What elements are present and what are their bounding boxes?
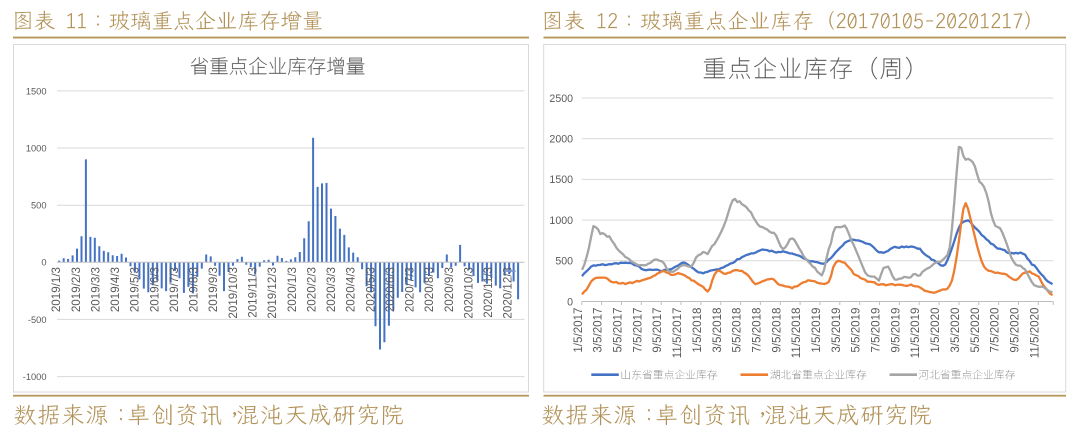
svg-text:1/5/2017: 1/5/2017 [572,308,585,353]
svg-text:7/5/2019: 7/5/2019 [870,308,883,353]
svg-text:2020/7/3: 2020/7/3 [404,267,417,312]
svg-text:-500: -500 [28,315,47,325]
svg-text:5/5/2018: 5/5/2018 [731,308,744,353]
svg-text:3/5/2018: 3/5/2018 [711,308,724,353]
svg-text:2019/11/3: 2019/11/3 [247,267,260,318]
svg-text:1/5/2018: 1/5/2018 [691,308,704,353]
svg-text:2020/1/3: 2020/1/3 [286,267,299,312]
svg-text:3/5/2020: 3/5/2020 [949,308,962,353]
svg-text:7/5/2020: 7/5/2020 [989,308,1002,353]
svg-text:5/5/2017: 5/5/2017 [612,308,625,353]
svg-text:11/5/2017: 11/5/2017 [671,308,684,359]
svg-text:1000: 1000 [26,143,47,153]
svg-text:2500: 2500 [549,93,573,105]
svg-text:5/5/2020: 5/5/2020 [969,308,982,353]
svg-text:9/5/2019: 9/5/2019 [889,308,902,353]
svg-text:0: 0 [567,296,573,308]
svg-text:2019/1/3: 2019/1/3 [50,267,63,312]
svg-text:-1000: -1000 [23,372,47,382]
svg-text:11/5/2020: 11/5/2020 [1028,308,1041,359]
svg-text:2020/5/3: 2020/5/3 [364,267,377,312]
svg-text:500: 500 [31,201,47,211]
svg-text:3/5/2017: 3/5/2017 [592,308,605,353]
svg-text:2019/4/3: 2019/4/3 [109,267,122,312]
svg-text:1000: 1000 [549,215,573,227]
svg-text:1500: 1500 [26,86,47,96]
svg-text:2020/4/3: 2020/4/3 [345,267,358,312]
svg-text:1/5/2019: 1/5/2019 [810,308,823,353]
svg-text:2019/8/3: 2019/8/3 [188,267,201,312]
svg-text:1/5/2020: 1/5/2020 [929,308,942,353]
svg-text:2019/7/3: 2019/7/3 [168,267,181,312]
svg-text:2020/2/3: 2020/2/3 [305,267,318,312]
svg-text:2020/11/3: 2020/11/3 [482,267,495,318]
svg-text:2020/12/3: 2020/12/3 [502,267,515,319]
svg-text:2019/2/3: 2019/2/3 [70,267,83,312]
svg-text:2019/5/3: 2019/5/3 [129,267,142,312]
svg-text:11/5/2019: 11/5/2019 [909,308,922,359]
svg-text:2020/6/3: 2020/6/3 [384,267,397,312]
svg-text:2019/3/3: 2019/3/3 [90,267,103,312]
svg-text:2000: 2000 [549,134,573,146]
svg-text:2020/10/3: 2020/10/3 [462,267,475,319]
svg-text:3/5/2019: 3/5/2019 [830,308,843,353]
svg-text:2019/10/3: 2019/10/3 [227,267,240,319]
svg-text:2019/9/3: 2019/9/3 [207,267,220,312]
svg-text:2019/12/3: 2019/12/3 [266,267,279,319]
svg-text:7/5/2017: 7/5/2017 [631,308,644,353]
svg-text:7/5/2018: 7/5/2018 [750,308,763,353]
svg-text:9/5/2018: 9/5/2018 [770,308,783,353]
svg-text:5/5/2019: 5/5/2019 [850,308,863,353]
svg-text:2020/9/3: 2020/9/3 [443,267,456,312]
svg-text:1500: 1500 [549,174,573,186]
svg-text:2020/8/3: 2020/8/3 [423,267,436,312]
svg-text:11/5/2018: 11/5/2018 [790,308,803,359]
svg-text:0: 0 [41,258,46,268]
svg-text:2019/6/3: 2019/6/3 [148,267,161,312]
svg-text:500: 500 [555,256,573,268]
svg-text:9/5/2017: 9/5/2017 [651,308,664,353]
svg-text:2020/3/3: 2020/3/3 [325,267,338,312]
svg-text:9/5/2020: 9/5/2020 [1009,308,1022,353]
